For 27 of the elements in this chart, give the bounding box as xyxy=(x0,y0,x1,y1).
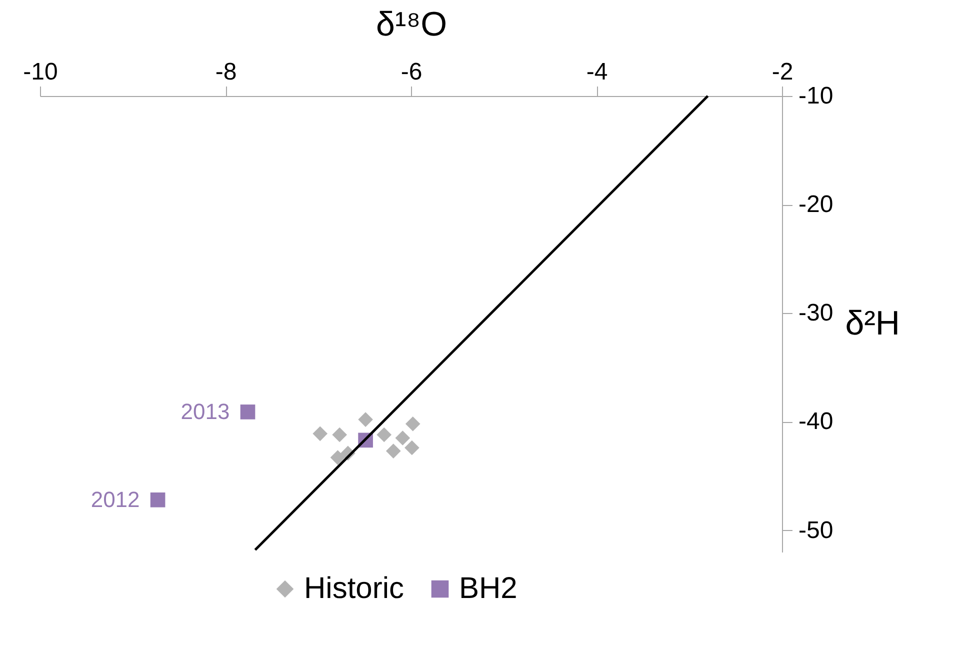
point xyxy=(150,492,166,508)
point xyxy=(330,450,346,465)
annotation: 2013 xyxy=(180,398,230,424)
point xyxy=(395,430,410,446)
y-tick-label: -10 xyxy=(798,82,834,110)
y-axis-title: δ²H xyxy=(845,304,900,342)
point xyxy=(404,440,420,456)
legend-label: Historic xyxy=(304,572,404,605)
x-tick-label: -4 xyxy=(586,58,608,86)
x-tick-label: -2 xyxy=(772,58,794,86)
point xyxy=(405,416,420,432)
annotation: 2012 xyxy=(90,486,140,512)
x-tick-label: -6 xyxy=(400,58,422,86)
point xyxy=(376,427,392,442)
y-tick-label: -40 xyxy=(798,408,834,436)
x-tick-label: -10 xyxy=(23,58,58,86)
x-tick-label: -8 xyxy=(215,58,237,86)
point xyxy=(240,404,256,420)
point xyxy=(358,412,373,427)
point xyxy=(312,426,328,442)
y-tick-label: -30 xyxy=(798,300,834,327)
x-axis-title: δ¹⁸O xyxy=(376,6,448,44)
point xyxy=(332,427,347,442)
legend-label: BH2 xyxy=(459,572,518,605)
y-tick-label: -20 xyxy=(798,191,834,218)
y-tick-label: -50 xyxy=(798,516,834,544)
point xyxy=(386,444,401,458)
